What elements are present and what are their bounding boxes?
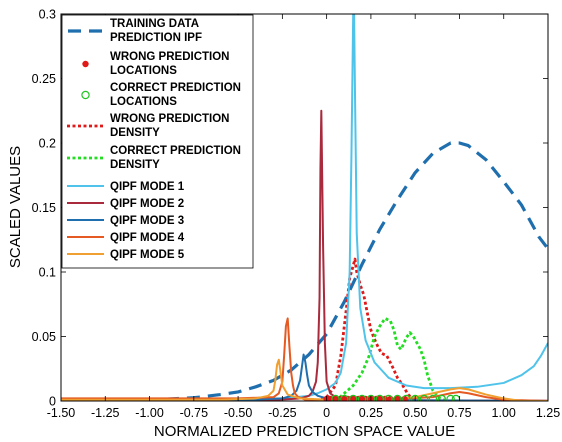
y-tick-label: 0.25 bbox=[32, 72, 56, 86]
legend-label: QIPF MODE 2 bbox=[110, 198, 184, 210]
legend-label: WRONG PREDICTION DENSITY bbox=[110, 113, 229, 139]
correct-prediction-point bbox=[437, 394, 446, 401]
series-line-wrong-prediction-density bbox=[315, 257, 417, 401]
correct-prediction-point bbox=[366, 394, 376, 401]
x-axis-title: NORMALIZED PREDICTION SPACE VALUE bbox=[154, 423, 455, 440]
legend-swatch bbox=[82, 60, 89, 68]
legend-label: QIPF MODE 3 bbox=[110, 215, 184, 227]
legend-label: QIPF MODE 1 bbox=[110, 181, 185, 193]
wrong-prediction-point bbox=[376, 395, 383, 401]
legend-box bbox=[61, 14, 254, 269]
x-tick-label: -1.00 bbox=[135, 406, 164, 420]
y-tick-label: 0 bbox=[49, 395, 56, 409]
correct-prediction-point bbox=[419, 394, 429, 401]
y-tick-label: 0.15 bbox=[32, 201, 56, 215]
legend-item-qipf-mode-2: QIPF MODE 2 bbox=[67, 198, 184, 210]
x-tick-label: -1.50 bbox=[47, 406, 76, 420]
y-tick-label: 0.3 bbox=[39, 8, 56, 22]
x-tick-label: 0.25 bbox=[359, 406, 383, 420]
series-layer bbox=[61, 14, 548, 401]
legend-item-qipf-mode-3: QIPF MODE 3 bbox=[67, 215, 184, 227]
correct-prediction-point bbox=[340, 394, 349, 401]
y-tick-label: 0.05 bbox=[32, 330, 56, 344]
correct-prediction-point bbox=[428, 394, 438, 401]
legend-label: TRAINING DATA PREDICTION IPF bbox=[110, 18, 202, 44]
legend-label: CORRECT PREDICTION DENSITY bbox=[110, 145, 241, 171]
correct-prediction-point bbox=[402, 394, 411, 401]
legend-item-wrong-prediction-density: WRONG PREDICTION DENSITY bbox=[67, 113, 229, 139]
correct-prediction-point bbox=[393, 394, 402, 401]
correct-prediction-point bbox=[446, 394, 455, 401]
correct-prediction-point bbox=[384, 394, 393, 401]
x-tick-label: 1.25 bbox=[536, 406, 560, 420]
x-tick-label: -0.25 bbox=[268, 406, 297, 420]
series-line-training-data-prediction-ipf bbox=[61, 141, 548, 401]
legend-label: WRONG PREDICTION LOCATIONS bbox=[110, 51, 229, 77]
legend-item-qipf-mode-5: QIPF MODE 5 bbox=[67, 249, 185, 261]
x-tick-label: -0.50 bbox=[224, 406, 253, 420]
legend-label: QIPF MODE 4 bbox=[110, 232, 185, 244]
legend-item-wrong-prediction-locations: WRONG PREDICTION LOCATIONS bbox=[82, 51, 229, 77]
x-tick-label: -0.75 bbox=[180, 406, 209, 420]
correct-prediction-point bbox=[349, 394, 358, 401]
legend-item-correct-prediction-density: CORRECT PREDICTION DENSITY bbox=[67, 145, 241, 171]
legend: TRAINING DATA PREDICTION IPF WRONG PREDICT… bbox=[61, 14, 254, 269]
legend-item-qipf-mode-1: QIPF MODE 1 bbox=[67, 181, 185, 193]
legend-label: CORRECT PREDICTION LOCATIONS bbox=[110, 82, 241, 108]
wrong-prediction-point bbox=[332, 395, 339, 401]
series-line-qipf-mode-5 bbox=[61, 358, 548, 401]
x-tick-label: -1.25 bbox=[91, 406, 120, 420]
x-tick-label: 1.00 bbox=[492, 406, 516, 420]
y-tick-label: 0.1 bbox=[39, 266, 56, 280]
correct-prediction-point bbox=[331, 394, 340, 401]
legend-label: QIPF MODE 5 bbox=[110, 249, 185, 261]
correct-prediction-point bbox=[410, 394, 420, 401]
y-tick-label: 0.2 bbox=[39, 137, 56, 151]
legend-swatch bbox=[81, 90, 90, 100]
correct-prediction-point bbox=[375, 394, 384, 401]
correct-prediction-point bbox=[357, 394, 367, 401]
legend-item-correct-prediction-locations: CORRECT PREDICTION LOCATIONS bbox=[81, 82, 241, 108]
series-line-qipf-mode-4 bbox=[61, 317, 548, 401]
x-tick-label: 0.50 bbox=[403, 406, 427, 420]
y-axis-title: SCALED VALUES bbox=[7, 146, 24, 268]
series-correct-prediction-locations bbox=[331, 394, 461, 401]
legend-item-qipf-mode-4: QIPF MODE 4 bbox=[67, 232, 185, 244]
series-line-correct-prediction-density bbox=[334, 317, 448, 401]
legend-item-training-data-prediction-ipf: TRAINING DATA PREDICTION IPF bbox=[68, 18, 202, 44]
x-tick-label: 0.75 bbox=[447, 406, 471, 420]
x-tick-label: 0 bbox=[323, 406, 330, 420]
wrong-prediction-point bbox=[394, 395, 401, 401]
